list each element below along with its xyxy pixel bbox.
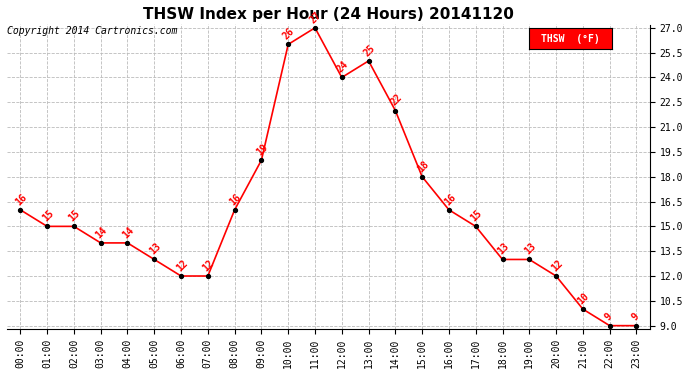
Text: THSW  (°F): THSW (°F) [541, 34, 600, 44]
Text: 13: 13 [495, 241, 511, 256]
Text: 15: 15 [469, 208, 484, 224]
Text: 24: 24 [335, 59, 351, 75]
Title: THSW Index per Hour (24 Hours) 20141120: THSW Index per Hour (24 Hours) 20141120 [143, 7, 514, 22]
Text: 19: 19 [255, 142, 270, 158]
Text: 12: 12 [201, 258, 216, 273]
Text: 25: 25 [362, 43, 377, 58]
Text: 12: 12 [549, 258, 564, 273]
Text: 26: 26 [282, 26, 297, 42]
Text: 15: 15 [67, 208, 82, 224]
Text: 14: 14 [94, 225, 109, 240]
Text: 10: 10 [576, 291, 591, 306]
Text: 16: 16 [228, 192, 243, 207]
Text: 18: 18 [415, 159, 431, 174]
Text: 16: 16 [13, 192, 29, 207]
Text: 9: 9 [602, 312, 614, 323]
Text: 13: 13 [522, 241, 538, 256]
Text: 14: 14 [121, 225, 136, 240]
Text: 16: 16 [442, 192, 457, 207]
Text: 27: 27 [308, 10, 324, 25]
Text: 22: 22 [388, 92, 404, 108]
Text: 12: 12 [174, 258, 190, 273]
Text: 15: 15 [40, 208, 56, 224]
Text: Copyright 2014 Cartronics.com: Copyright 2014 Cartronics.com [7, 26, 177, 36]
Text: 9: 9 [629, 312, 641, 323]
Text: 13: 13 [148, 241, 163, 256]
